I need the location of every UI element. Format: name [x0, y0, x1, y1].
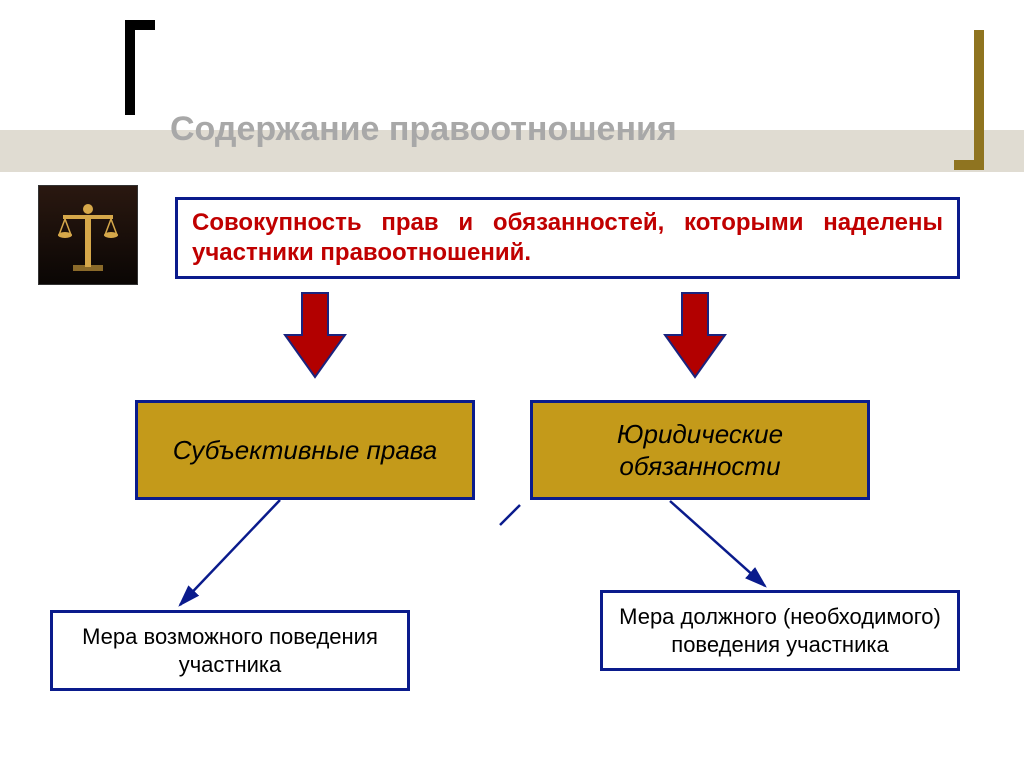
scales-image: [38, 185, 138, 285]
mid-box-left: Субъективные права: [135, 400, 475, 500]
connector-right: [560, 498, 810, 598]
arrow-down-right: [660, 290, 730, 380]
bottom-box-right: Мера должного (необходимого) поведения у…: [600, 590, 960, 671]
mid-box-right: Юридические обязанности: [530, 400, 870, 500]
tick-mark: [490, 500, 550, 530]
scales-of-justice-icon: [53, 195, 123, 275]
bracket-top-left: [125, 20, 155, 115]
definition-box: Совокупность прав и обязанностей, которы…: [175, 197, 960, 279]
bottom-box-left: Мера возможного поведения участника: [50, 610, 410, 691]
slide-title: Содержание правоотношения: [170, 110, 677, 149]
connector-left: [130, 495, 360, 625]
bracket-right: [954, 30, 984, 170]
arrow-down-left: [280, 290, 350, 380]
